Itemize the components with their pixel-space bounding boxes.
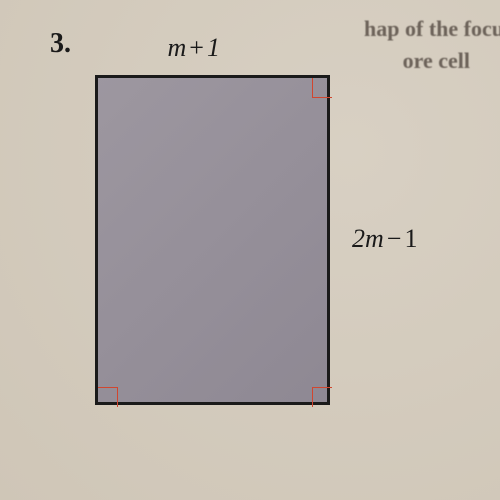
right-angle-bottom-right-icon	[312, 387, 332, 407]
width-label-operator: +	[189, 33, 204, 62]
right-angle-bottom-left-icon	[98, 387, 118, 407]
width-label-number: 1	[207, 33, 220, 62]
width-label-variable: m	[168, 33, 187, 62]
height-label-operator: −	[387, 224, 402, 253]
height-label-variable: 2m	[352, 224, 384, 253]
rectangle-border	[95, 75, 330, 405]
bleed-through-text-2: ore cell	[403, 48, 470, 74]
width-label: m+1	[168, 33, 220, 63]
bleed-through-text-1: hap of the focu	[364, 16, 500, 42]
right-angle-top-right-icon	[312, 78, 332, 98]
height-label-number: 1	[404, 224, 417, 253]
problem-number: 3.	[50, 28, 71, 60]
height-label: 2m−1	[352, 224, 417, 254]
